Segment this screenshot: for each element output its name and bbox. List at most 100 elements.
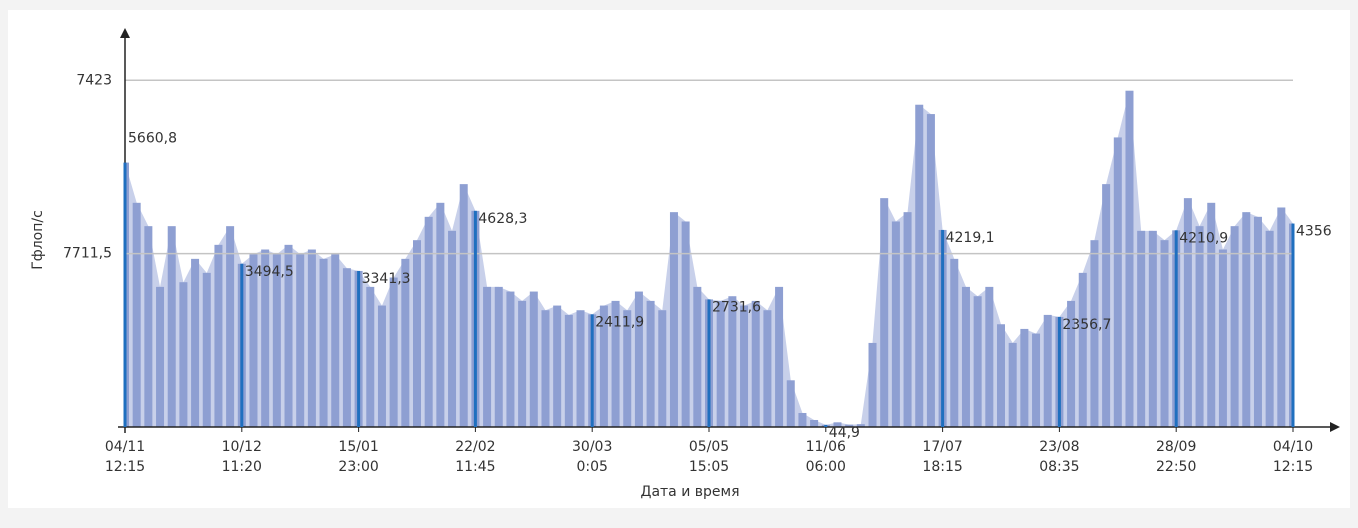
area-bar (1137, 230, 1146, 427)
area-bar (681, 221, 690, 427)
area-bar (564, 314, 573, 427)
area-bar (506, 291, 515, 427)
x-arrow (1330, 422, 1340, 432)
area-bar (1102, 184, 1111, 427)
value-label: 2356,7 (1062, 317, 1111, 333)
marker (941, 229, 945, 427)
x-tick-time: 12:15 (1273, 459, 1313, 475)
x-tick-label: 30/03 (572, 439, 612, 455)
area-bar (763, 310, 772, 427)
value-label: 5660,8 (128, 131, 177, 147)
area-bar (448, 230, 457, 427)
marker (1174, 230, 1178, 427)
area-bar (284, 244, 293, 427)
area-bar (1113, 137, 1122, 427)
area-bar (915, 104, 924, 428)
area-bar (1195, 226, 1204, 427)
area-bar (436, 202, 445, 427)
area-bar (1078, 272, 1087, 427)
area-bar (845, 424, 854, 427)
area-bar (798, 412, 807, 427)
area-bar (494, 286, 503, 427)
area-bar (144, 226, 153, 427)
marker (707, 299, 711, 427)
area-bar (156, 286, 165, 427)
area-bar (366, 286, 375, 427)
area-bar (646, 300, 655, 427)
x-tick-time: 11:20 (222, 459, 262, 475)
x-tick-time: 0:05 (576, 459, 607, 475)
area-bar (331, 254, 340, 427)
y-arrow (120, 28, 130, 38)
x-tick-time: 12:15 (105, 459, 145, 475)
area-bar (1090, 240, 1099, 427)
area-bar (483, 286, 492, 427)
area-bar (342, 268, 351, 427)
area-bar (319, 258, 328, 427)
area-bar (786, 380, 795, 427)
area-bar (191, 258, 200, 427)
area-bar (985, 286, 994, 427)
area-bar (1043, 314, 1052, 427)
area-bar (833, 422, 842, 427)
area-bar (973, 296, 982, 427)
area-bar (880, 198, 889, 427)
area-bar (623, 310, 632, 427)
area-bar (950, 258, 959, 427)
y-axis-label: Гфлоп/с (30, 210, 46, 270)
x-tick-label: 04/10 (1273, 439, 1313, 455)
x-axis-label: Дата и время (641, 484, 740, 500)
area-bar (401, 258, 410, 427)
marker (590, 314, 594, 427)
area-bar (249, 254, 258, 427)
area-bar (1218, 249, 1227, 427)
area-bar (634, 291, 643, 427)
area-bar (1067, 300, 1076, 427)
x-tick-label: 22/02 (455, 439, 495, 455)
area-bar (167, 226, 176, 427)
area-bar (1230, 226, 1239, 427)
marker (357, 270, 361, 427)
area-bar (891, 221, 900, 427)
value-label: 4210,9 (1179, 230, 1228, 246)
area-bar (775, 286, 784, 427)
area-bar (576, 310, 585, 427)
area-bar (125, 162, 129, 427)
area-bar (658, 310, 667, 427)
value-label: 3494,5 (245, 264, 294, 280)
area-bar (751, 300, 760, 427)
y-tick-label: 7423 (76, 72, 112, 88)
area-bar (1277, 207, 1286, 427)
area-bar (529, 291, 538, 427)
area-bar (1265, 230, 1274, 427)
x-tick-time: 23:00 (338, 459, 378, 475)
area-bar (1183, 198, 1192, 427)
value-label: 2731,6 (712, 299, 761, 315)
area-bar (740, 305, 749, 427)
marker (1291, 223, 1295, 427)
area-bar (1020, 328, 1029, 427)
area-bar (1032, 333, 1041, 427)
area-bar (716, 300, 725, 427)
area-bar (202, 272, 211, 427)
area-bar (611, 300, 620, 427)
area-bar (261, 249, 270, 427)
x-tick-label: 23/08 (1039, 439, 1079, 455)
area-bar (728, 296, 737, 427)
area-bar (424, 216, 433, 427)
x-tick-time: 18:15 (922, 459, 962, 475)
area-bar (1008, 342, 1017, 427)
x-tick-label: 05/05 (689, 439, 729, 455)
area-bar (541, 310, 550, 427)
area-bar (1125, 90, 1134, 427)
x-tick-label: 04/11 (105, 439, 145, 455)
x-tick-time: 06:00 (806, 459, 846, 475)
value-label: 4356 (1296, 224, 1332, 240)
x-tick-label: 28/09 (1156, 439, 1196, 455)
area-bar (669, 212, 678, 427)
area-bar (389, 277, 398, 427)
x-tick-time: 08:35 (1039, 459, 1079, 475)
area-bar (1160, 240, 1169, 427)
area-bar (693, 286, 702, 427)
